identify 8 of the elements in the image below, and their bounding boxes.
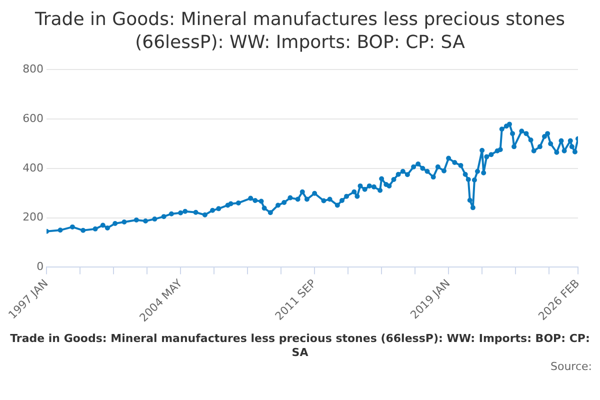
y-tick-label: 200	[22, 210, 44, 224]
source-note: Source:	[550, 360, 592, 374]
y-tick-label: 800	[22, 62, 44, 76]
chart-title: Trade in Goods: Mineral manufactures less precious stones (66lessP): WW: Imports: BOP: CP: SA	[34, 8, 566, 55]
y-tick-label: 400	[22, 161, 44, 174]
text: Trade in Goods: Mineral manufactures less precious stones (66lessP): WW: Imports: BOP: CP: SA	[9, 332, 591, 360]
y-tick-label: 0	[36, 260, 44, 274]
y-tick-label: 600	[22, 112, 44, 125]
